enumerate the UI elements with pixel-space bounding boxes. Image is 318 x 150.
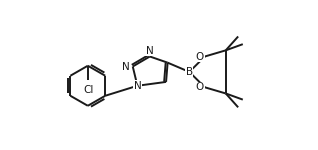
Text: Cl: Cl (83, 85, 94, 95)
Text: N: N (122, 61, 130, 72)
Text: N: N (146, 46, 154, 56)
Text: O: O (196, 51, 204, 61)
Text: O: O (196, 82, 204, 92)
Text: N: N (134, 81, 141, 91)
Text: B: B (186, 67, 193, 77)
